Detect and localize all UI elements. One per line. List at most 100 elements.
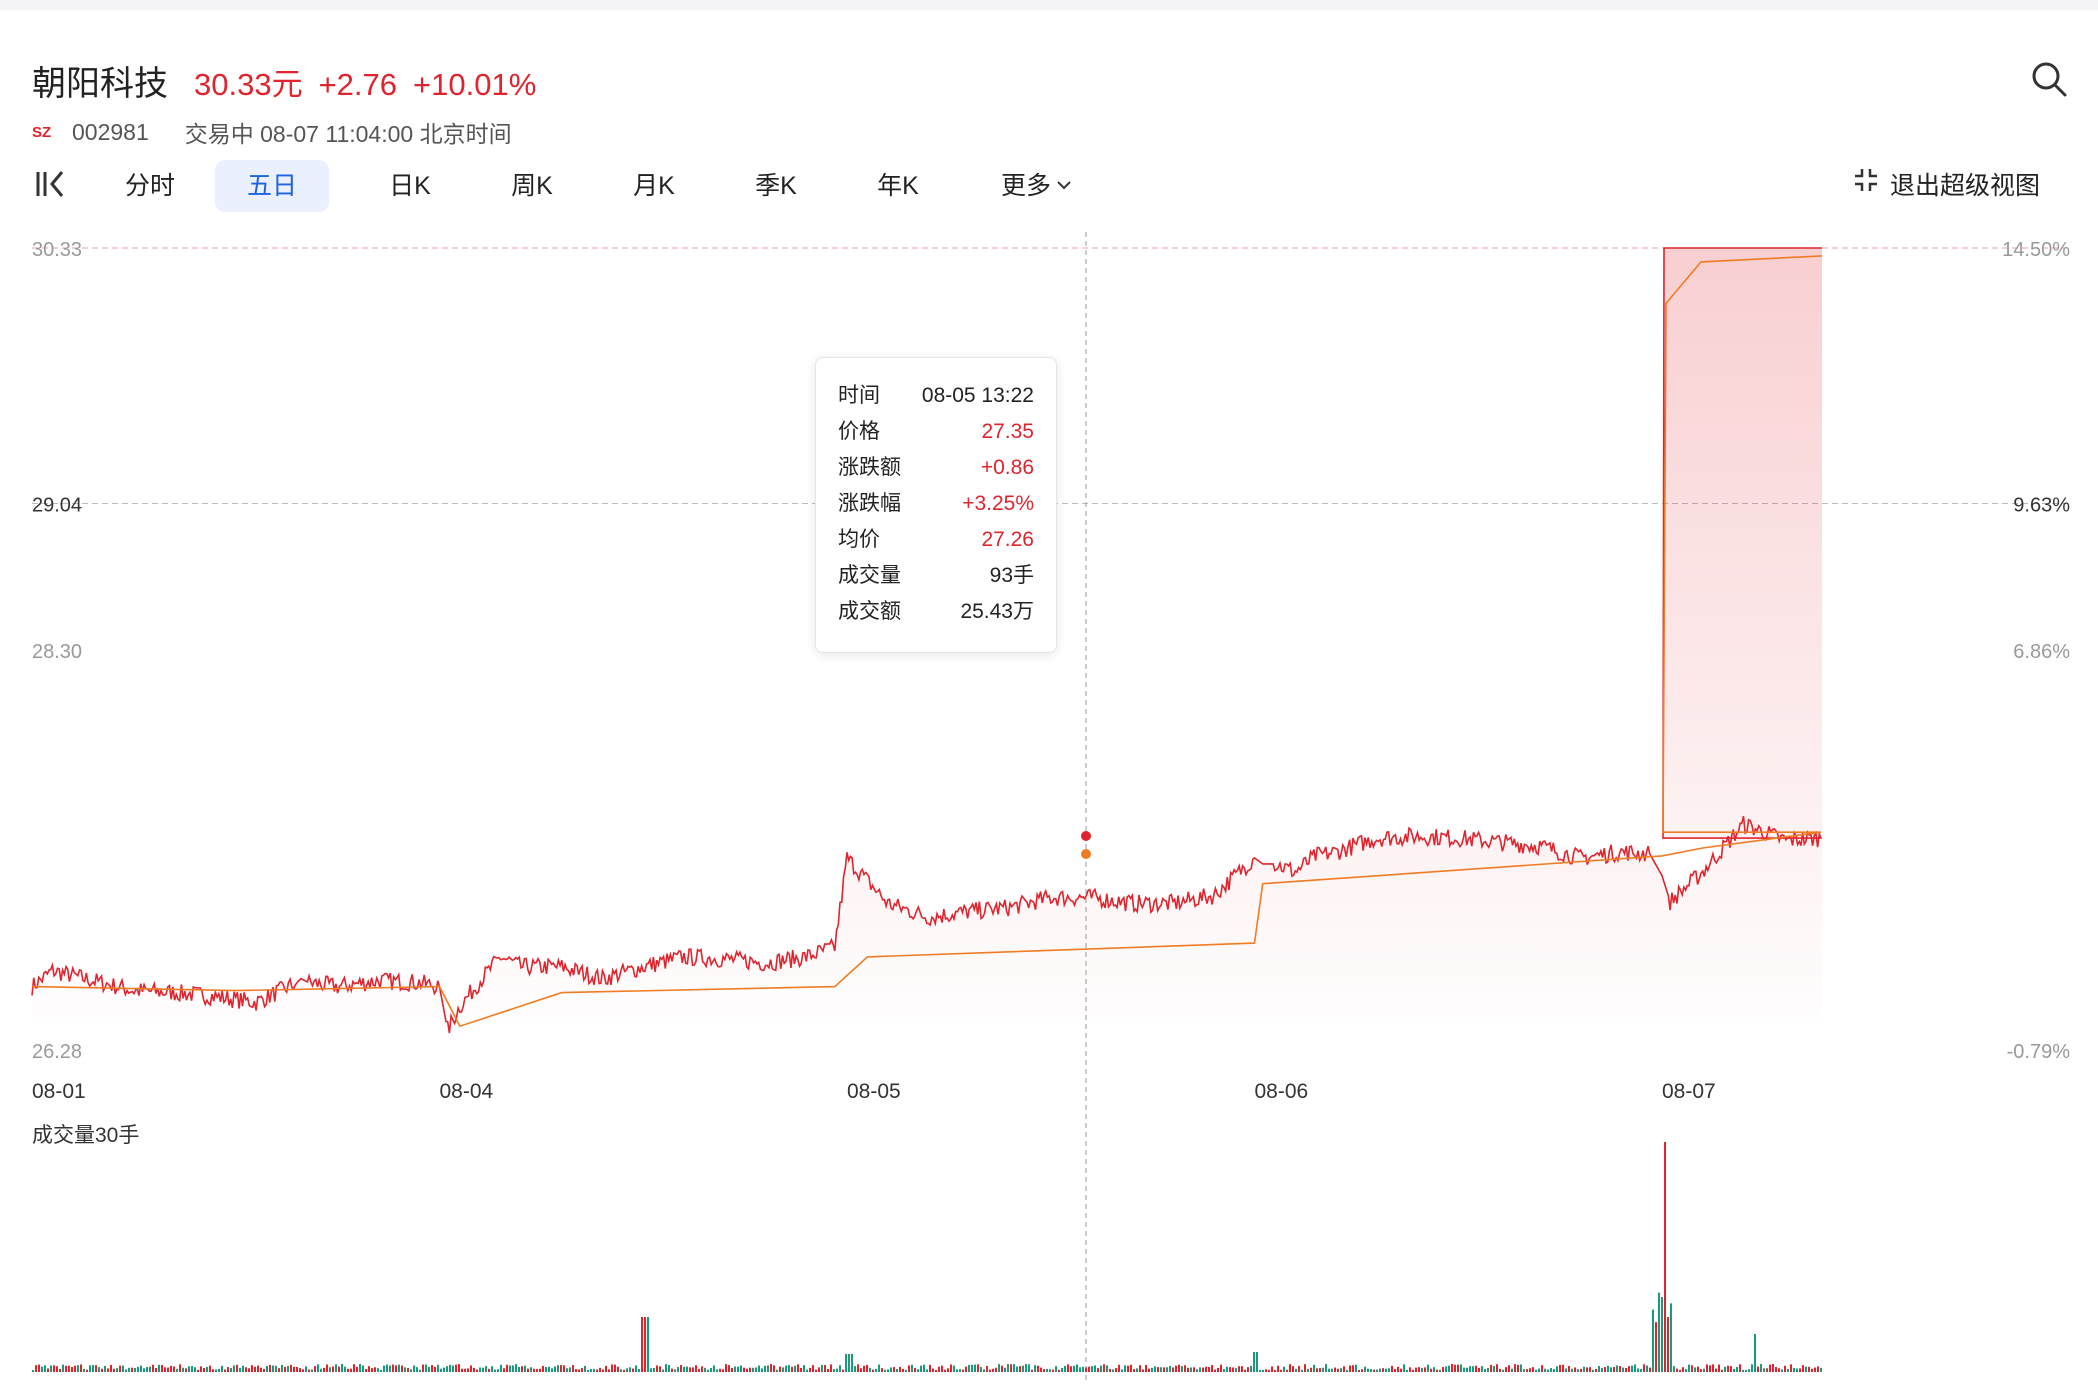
- volume-bar: [623, 1369, 625, 1372]
- volume-bar: [56, 1366, 58, 1372]
- volume-bar: [695, 1365, 697, 1372]
- volume-bar: [503, 1368, 505, 1372]
- volume-bar: [323, 1367, 325, 1372]
- volume-bar: [1400, 1368, 1402, 1372]
- volume-bar: [1202, 1367, 1204, 1372]
- volume-bar: [305, 1366, 307, 1372]
- volume-bar: [242, 1365, 244, 1372]
- volume-bar: [1397, 1366, 1399, 1372]
- tab-more[interactable]: 更多: [982, 160, 1092, 212]
- tab-day-k[interactable]: 日K: [389, 172, 431, 200]
- volume-bar: [347, 1368, 349, 1372]
- volume-bar: [704, 1367, 706, 1372]
- volume-bar: [1127, 1365, 1129, 1372]
- volume-bar: [611, 1364, 613, 1372]
- volume-bar: [1271, 1366, 1273, 1372]
- tooltip-label: 成交量: [838, 564, 901, 587]
- volume-bar: [1601, 1368, 1603, 1372]
- volume-bar: [287, 1366, 289, 1372]
- volume-bar: [1049, 1369, 1051, 1372]
- exit-super-view-button[interactable]: 退出超级视图: [1852, 160, 2040, 212]
- volume-bar: [1415, 1367, 1417, 1372]
- volume-bar: [317, 1364, 319, 1372]
- volume-bar: [1154, 1366, 1156, 1372]
- volume-bar: [986, 1365, 988, 1372]
- volume-bar: [1805, 1366, 1807, 1372]
- volume-bar: [1436, 1369, 1438, 1372]
- volume-bar: [1598, 1366, 1600, 1372]
- tab-five-day[interactable]: 五日: [215, 160, 329, 212]
- volume-bar: [1811, 1368, 1813, 1372]
- volume-bar: [533, 1368, 535, 1372]
- volume-bar: [1205, 1366, 1207, 1372]
- volume-bar: [1367, 1368, 1369, 1372]
- volume-bar: [1499, 1368, 1501, 1372]
- volume-bar: [1685, 1369, 1687, 1372]
- volume-bar: [1448, 1365, 1450, 1372]
- volume-bar: [1808, 1366, 1810, 1372]
- volume-bar: [251, 1365, 253, 1372]
- volume-bar: [1310, 1367, 1312, 1372]
- volume-bar: [752, 1367, 754, 1372]
- volume-bar: [794, 1365, 796, 1372]
- volume-bar: [311, 1369, 313, 1372]
- period-tabs: 分时 五日 日K 周K 月K 季K 年K 更多 退出超级视图: [32, 160, 2072, 212]
- volume-bar: [539, 1368, 541, 1372]
- volume-bar: [1496, 1364, 1498, 1372]
- volume-bar: [344, 1366, 346, 1372]
- volume-bar: [899, 1366, 901, 1372]
- volume-bar: [980, 1367, 982, 1372]
- tab-month-k[interactable]: 月K: [633, 172, 675, 200]
- volume-bar: [1535, 1369, 1537, 1372]
- volume-bar: [1652, 1309, 1654, 1372]
- volume-bar: [818, 1367, 820, 1372]
- volume-bar: [44, 1365, 46, 1372]
- volume-bar: [1196, 1369, 1198, 1372]
- search-icon[interactable]: [2030, 60, 2068, 98]
- volume-bar: [1106, 1365, 1108, 1372]
- volume-bar: [101, 1368, 103, 1372]
- volume-bar: [1343, 1366, 1345, 1372]
- tab-year-k[interactable]: 年K: [877, 172, 919, 200]
- volume-bar: [1244, 1369, 1246, 1372]
- volume-bar: [692, 1367, 694, 1372]
- volume-bar: [1418, 1367, 1420, 1372]
- volume-bar: [1775, 1367, 1777, 1372]
- volume-bar: [998, 1364, 1000, 1372]
- volume-bar: [110, 1364, 112, 1372]
- pct-tick-label: 14.50%: [2002, 239, 2070, 261]
- volume-bar: [968, 1364, 970, 1372]
- x-tick-label: 08-04: [440, 1080, 494, 1103]
- collapse-icon[interactable]: [34, 168, 66, 200]
- volume-bar: [422, 1364, 424, 1372]
- avg-price-line: [31, 255, 1823, 1028]
- tooltip-row: 均价 27.26: [838, 522, 1034, 558]
- volume-bar: [770, 1364, 772, 1372]
- volume-bar: [488, 1368, 490, 1372]
- volume-bar: [926, 1369, 928, 1372]
- volume-bar: [506, 1364, 508, 1372]
- volume-bar: [386, 1364, 388, 1372]
- volume-bar: [1544, 1368, 1546, 1372]
- crosshair-tooltip: 时间 08-05 13:22 价格 27.35 涨跌额 +0.86 涨跌幅 +3.25% 均价 2…: [815, 357, 1057, 653]
- volume-bar: [1778, 1368, 1780, 1372]
- tab-season-k[interactable]: 季K: [755, 172, 797, 200]
- volume-bar: [1112, 1369, 1114, 1372]
- volume-bar: [1076, 1364, 1078, 1372]
- volume-bar: [425, 1364, 427, 1372]
- crosshair-avg-dot: [1081, 849, 1091, 859]
- y-tick-label: 30.33: [32, 239, 82, 261]
- volume-bar: [1061, 1367, 1063, 1372]
- tab-week-k[interactable]: 周K: [511, 172, 553, 200]
- volume-bar: [1610, 1367, 1612, 1372]
- volume-bar: [827, 1368, 829, 1372]
- volume-bar: [1532, 1367, 1534, 1372]
- tab-fenshi[interactable]: 分时: [124, 172, 175, 200]
- volume-bar: [437, 1364, 439, 1372]
- volume-bar: [332, 1366, 334, 1372]
- volume-bar: [1160, 1367, 1162, 1372]
- volume-bar: [1583, 1366, 1585, 1372]
- volume-bar: [71, 1367, 73, 1372]
- volume-bar: [248, 1368, 250, 1372]
